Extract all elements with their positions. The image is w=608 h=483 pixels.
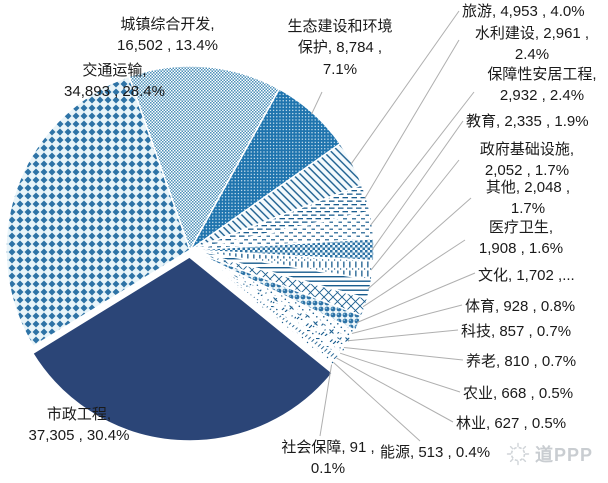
leader-line-sports: [351, 304, 463, 334]
leader-lines-layer: [311, 10, 476, 442]
pie-slice-municipal-engineering: [31, 256, 334, 442]
leader-line-science-technology: [347, 329, 459, 342]
leader-line-tourism: [350, 10, 460, 165]
leader-line-affordable-housing: [370, 91, 475, 226]
pie-slice-transportation: [5, 75, 191, 348]
pie-slices-layer: [5, 65, 375, 442]
leader-line-elderly-care: [343, 347, 464, 361]
leader-line-water-conservancy: [364, 39, 460, 199]
leader-line-culture: [356, 272, 476, 323]
leader-line-other: [367, 197, 472, 290]
leader-line-energy: [333, 362, 421, 442]
watermark-text: 道PPP: [535, 445, 594, 465]
leader-line-social-security: [319, 364, 333, 437]
pie-slice-social-security: [189, 249, 335, 368]
pie-slice-urban-development: [128, 65, 281, 252]
leader-line-forestry: [336, 357, 454, 423]
leader-line-healthcare: [362, 239, 466, 308]
leader-line-agriculture: [339, 352, 461, 393]
leader-line-education: [371, 120, 464, 251]
leader-line-government-infrastructure: [370, 159, 460, 271]
watermark: 道PPP: [506, 441, 593, 467]
watermark-logo-icon: [506, 442, 530, 466]
leader-line-ecology-environment: [311, 91, 323, 115]
